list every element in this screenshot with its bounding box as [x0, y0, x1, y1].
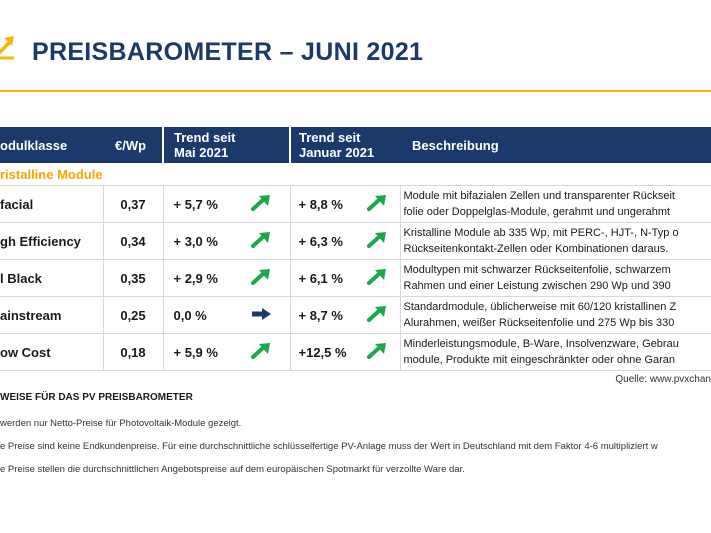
trend-may-value: + 5,9 %: [173, 344, 218, 360]
description-line: module, Produkte mit eingeschränkter ode…: [403, 354, 676, 366]
page-title: PREISBAROMETER – JUNI 2021: [32, 38, 424, 66]
note-item: e Preise sind keine Endkundenpreise. Für…: [0, 441, 658, 452]
arrow-up-right-icon: [366, 342, 388, 363]
trend-jan-cell: + 6,1 %: [290, 259, 401, 297]
table-row: l Black 0,35 + 2,9 % + 6,1 % Modultypen mit …: [0, 259, 711, 297]
description-line: Alurahmen, weißer Rückseitenfolie und 27…: [403, 317, 675, 329]
arrow-up-right-icon: [366, 268, 388, 289]
note-item: e Preise stellen die durchschnittlichen …: [0, 464, 465, 475]
module-class: gh Efficiency: [0, 222, 104, 260]
col-header-module: odulklasse: [0, 137, 68, 153]
description-cell: Minderleistungsmodule, B-Ware, Insolvenz…: [400, 333, 711, 371]
description-line: Rahmen und einer Leistung zwischen 290 W…: [403, 280, 671, 292]
col-header-description: Beschreibung: [412, 137, 499, 153]
group-label: ristalline Module: [0, 163, 711, 186]
trend-jan-value: +12,5 %: [298, 344, 347, 360]
arrow-up-right-icon: [366, 231, 388, 252]
trend-may-value: + 5,7 %: [173, 196, 218, 212]
module-class: facial: [0, 185, 104, 223]
trend-jan-cell: + 8,8 %: [290, 185, 401, 223]
trend-may-value: + 2,9 %: [173, 270, 218, 286]
table-row: gh Efficiency 0,34 + 3,0 % + 6,3 % Kristalli…: [0, 222, 711, 260]
arrow-up-right-icon: [250, 194, 272, 215]
module-class: ow Cost: [0, 333, 104, 371]
price-value: 0,37: [103, 185, 164, 223]
col-header-price: €/Wp: [115, 137, 147, 153]
col-header-trend-jan: Trend seit Januar 2021: [289, 127, 400, 163]
description-line: Standardmodule, üblicherweise mit 60/120…: [403, 301, 677, 313]
trend-may-value: 0,0 %: [173, 307, 207, 323]
group-row: ristalline Module: [0, 163, 711, 186]
table-header: odulklasse €/Wp Trend seit Mai 2021 Tren…: [0, 127, 711, 163]
description-line: Kristalline Module ab 335 Wp, mit PERC-,…: [403, 227, 679, 239]
trend-may-cell: 0,0 %: [163, 296, 291, 334]
table-row: facial 0,37 + 5,7 % + 8,8 % Module mit bifaz…: [0, 185, 711, 223]
trend-jan-value: + 8,7 %: [298, 307, 343, 323]
module-class: ainstream: [0, 296, 104, 334]
trend-may-cell: + 5,7 %: [163, 185, 291, 223]
trend-may-cell: + 5,9 %: [163, 333, 291, 371]
price-value: 0,35: [103, 259, 164, 297]
trend-jan-value: + 8,8 %: [298, 196, 343, 212]
description-line: Minderleistungsmodule, B-Ware, Insolvenz…: [403, 338, 679, 350]
col-header-trend-may: Trend seit Mai 2021: [162, 127, 290, 163]
description-cell: Module mit bifazialen Zellen und transpa…: [400, 185, 711, 223]
trend-may-cell: + 2,9 %: [163, 259, 291, 297]
arrow-up-right-icon: [250, 268, 272, 289]
price-table: odulklasse €/Wp Trend seit Mai 2021 Tren…: [0, 127, 711, 371]
trend-jan-cell: +12,5 %: [290, 333, 401, 371]
module-class: l Black: [0, 259, 104, 297]
description-cell: Kristalline Module ab 335 Wp, mit PERC-,…: [400, 222, 711, 260]
table-row: ainstream 0,25 0,0 % + 8,7 % Standardmodule,…: [0, 296, 711, 334]
arrow-up-right-icon: [366, 194, 388, 215]
description-cell: Modultypen mit schwarzer Rückseitenfolie…: [400, 259, 711, 297]
price-value: 0,18: [103, 333, 164, 371]
description-cell: Standardmodule, üblicherweise mit 60/120…: [400, 296, 711, 334]
logo-trend-icon: [0, 36, 14, 60]
trend-jan-value: + 6,1 %: [298, 270, 343, 286]
arrow-up-right-icon: [250, 231, 272, 252]
trend-jan-value: + 6,3 %: [298, 233, 343, 249]
price-value: 0,25: [103, 296, 164, 334]
arrow-up-right-icon: [250, 342, 272, 363]
arrow-right-icon: [250, 307, 272, 324]
arrow-up-right-icon: [366, 305, 388, 326]
source-note: Quelle: www.pvxchan: [615, 374, 711, 385]
description-line: Module mit bifazialen Zellen und transpa…: [403, 190, 675, 202]
trend-may-value: + 3,0 %: [173, 233, 218, 249]
table-row: ow Cost 0,18 + 5,9 % +12,5 % Minderleistungs…: [0, 333, 711, 371]
trend-jan-cell: + 8,7 %: [290, 296, 401, 334]
notes-title: WEISE FÜR DAS PV PREISBAROMETER: [0, 392, 193, 403]
note-item: werden nur Netto-Preise für Photovoltaik…: [0, 418, 242, 429]
trend-may-cell: + 3,0 %: [163, 222, 291, 260]
description-line: folie oder Doppelglas-Module, gerahmt un…: [403, 206, 671, 218]
price-value: 0,34: [103, 222, 164, 260]
title-divider: [0, 90, 711, 92]
trend-jan-cell: + 6,3 %: [290, 222, 401, 260]
description-line: Modultypen mit schwarzer Rückseitenfolie…: [403, 264, 671, 276]
description-line: Rückseitenkontakt-Zellen oder Kombinatio…: [403, 243, 669, 255]
